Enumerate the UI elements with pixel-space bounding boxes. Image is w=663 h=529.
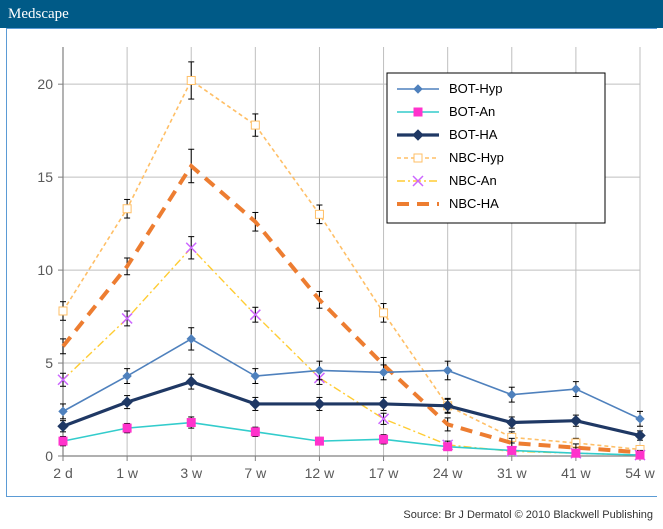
svg-text:NBC-HA: NBC-HA <box>449 196 499 211</box>
svg-text:12 w: 12 w <box>305 465 335 481</box>
source-credit: Source: Br J Dermatol © 2010 Blackwell P… <box>403 509 653 521</box>
chart-svg: 0 5 10 15 20 2 d 1 w 3 w 7 w 12 w 17 w 24 w 31 w 41 w… <box>7 29 658 496</box>
app-root: Medscape 0 5 10 15 20 2 d 1 w 3 w 7 w 12 w 17 w 24 … <box>0 0 663 529</box>
svg-text:3 w: 3 w <box>180 465 203 481</box>
svg-text:BOT-Hyp: BOT-Hyp <box>449 81 502 96</box>
svg-text:1 w: 1 w <box>116 465 139 481</box>
svg-text:2 d: 2 d <box>53 465 72 481</box>
svg-text:17 w: 17 w <box>369 465 399 481</box>
svg-text:NBC-Hyp: NBC-Hyp <box>449 150 504 165</box>
svg-text:7 w: 7 w <box>244 465 267 481</box>
svg-text:NBC-An: NBC-An <box>449 173 497 188</box>
svg-text:20: 20 <box>37 76 53 92</box>
svg-text:0: 0 <box>45 448 53 464</box>
svg-text:BOT-HA: BOT-HA <box>449 127 498 142</box>
svg-text:24 w: 24 w <box>433 465 463 481</box>
brand-label: Medscape <box>8 6 69 23</box>
svg-text:15: 15 <box>37 169 53 185</box>
svg-text:54 w: 54 w <box>625 465 655 481</box>
chart-frame: 0 5 10 15 20 2 d 1 w 3 w 7 w 12 w 17 w 24 w 31 w 41 w… <box>6 28 657 497</box>
svg-text:41 w: 41 w <box>561 465 591 481</box>
svg-text:BOT-An: BOT-An <box>449 104 495 119</box>
svg-text:31 w: 31 w <box>497 465 527 481</box>
brand-bar: Medscape <box>0 0 663 28</box>
svg-text:5: 5 <box>45 355 53 371</box>
svg-text:10: 10 <box>37 262 53 278</box>
